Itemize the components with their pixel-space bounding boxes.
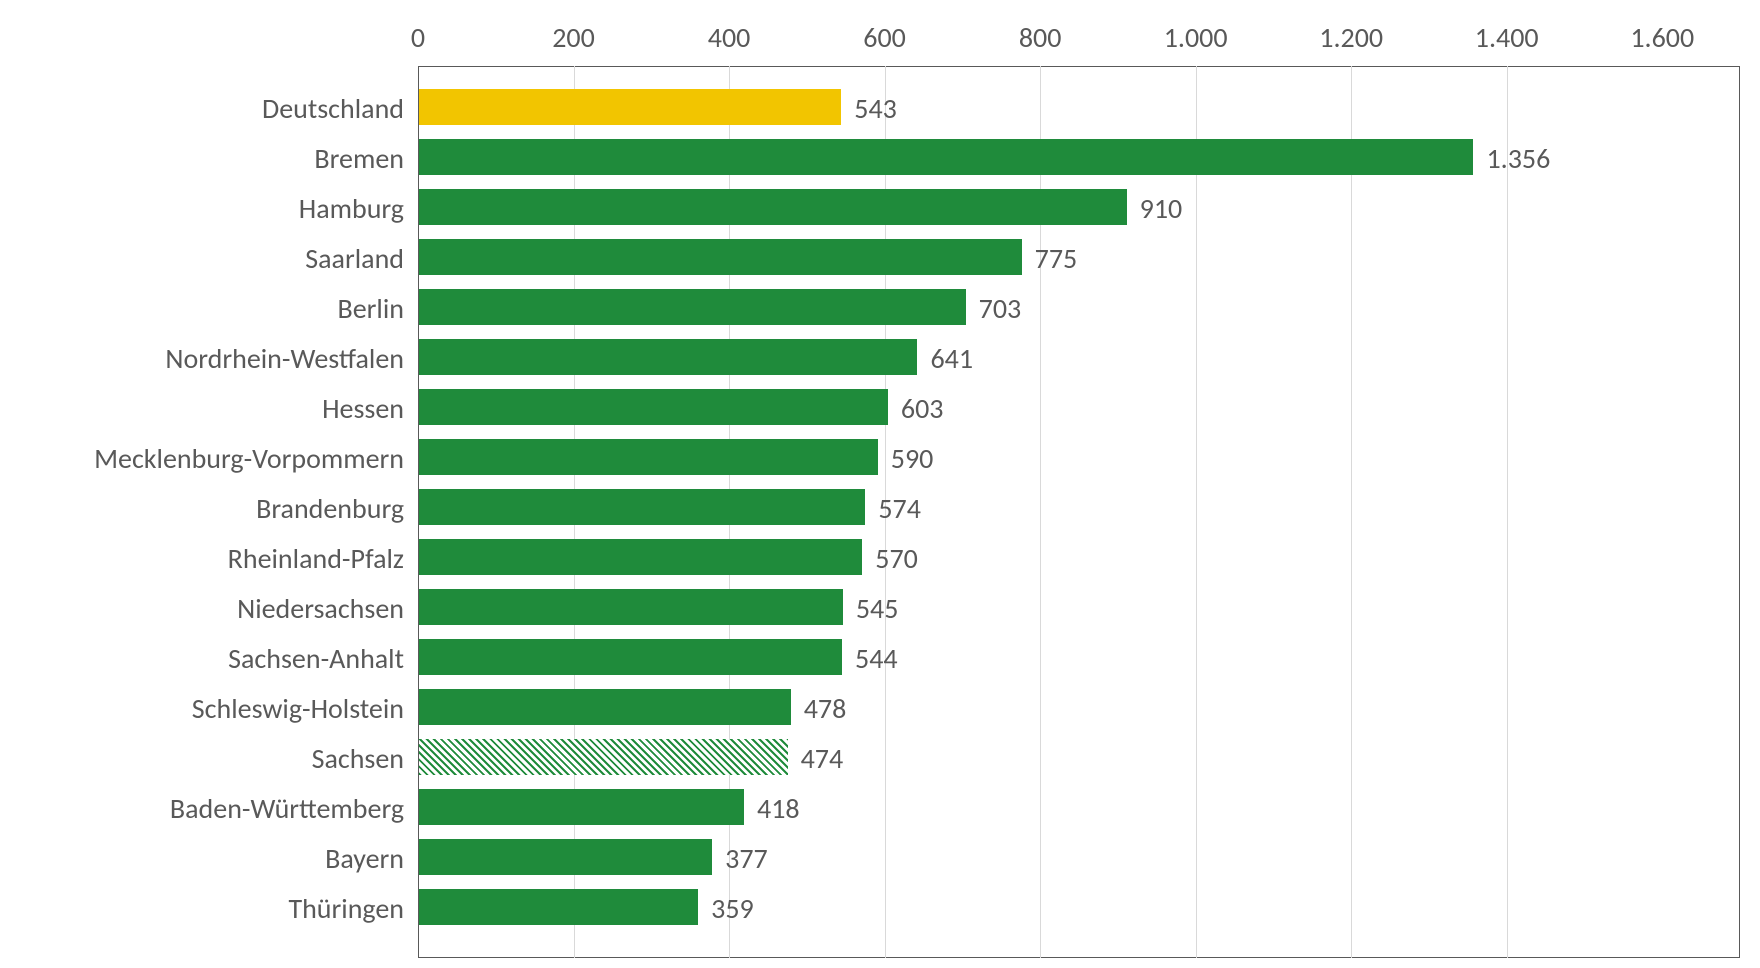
category-label: Nordrhein-Westfalen xyxy=(165,341,404,376)
x-tick-label: 1.200 xyxy=(1319,20,1383,55)
bar xyxy=(419,389,888,425)
category-label: Saarland xyxy=(305,241,404,276)
category-label: Bremen xyxy=(314,141,404,176)
bar xyxy=(419,139,1473,175)
x-tick-label: 800 xyxy=(1019,20,1062,55)
bar xyxy=(419,839,712,875)
category-label: Mecklenburg-Vorpommern xyxy=(94,441,404,476)
bar xyxy=(419,889,698,925)
x-tick-label: 1.600 xyxy=(1630,20,1694,55)
bar xyxy=(419,589,843,625)
value-label: 910 xyxy=(1140,191,1183,226)
horizontal-bar-chart: 0 200 400 600 800 1.000 1.200 1.400 1.600 Deutsch… xyxy=(0,0,1760,968)
x-tick-label: 1.000 xyxy=(1164,20,1228,55)
x-tick-label: 600 xyxy=(863,20,906,55)
value-label: 544 xyxy=(855,641,898,676)
category-label: Hessen xyxy=(322,391,404,426)
value-label: 474 xyxy=(801,741,844,776)
value-label: 545 xyxy=(856,591,899,626)
x-tick-label: 400 xyxy=(708,20,751,55)
value-label: 603 xyxy=(901,391,944,426)
value-label: 570 xyxy=(875,541,918,576)
x-tick-label: 200 xyxy=(552,20,595,55)
value-label: 1.356 xyxy=(1486,141,1550,176)
value-label: 590 xyxy=(891,441,934,476)
bar xyxy=(419,189,1127,225)
bar xyxy=(419,539,862,575)
category-label: Sachsen-Anhalt xyxy=(228,641,404,676)
category-label: Rheinland-Pfalz xyxy=(228,541,404,576)
value-label: 359 xyxy=(711,891,754,926)
gridline xyxy=(1351,66,1352,958)
bar xyxy=(419,289,966,325)
category-label: Niedersachsen xyxy=(237,591,404,626)
category-label: Deutschland xyxy=(262,91,404,126)
category-label: Schleswig-Holstein xyxy=(192,691,404,726)
value-label: 574 xyxy=(878,491,921,526)
category-label: Bayern xyxy=(325,841,404,876)
bar xyxy=(419,639,842,675)
gridline xyxy=(1507,66,1508,958)
bar xyxy=(419,439,878,475)
bar xyxy=(419,339,917,375)
x-tick-label: 0 xyxy=(411,20,425,55)
bar xyxy=(419,489,865,525)
gridline xyxy=(1196,66,1197,958)
category-label: Baden-Württemberg xyxy=(170,791,404,826)
bar xyxy=(419,689,791,725)
bar xyxy=(419,739,788,775)
value-label: 377 xyxy=(725,841,768,876)
category-label: Thüringen xyxy=(288,891,404,926)
value-label: 543 xyxy=(854,91,897,126)
category-label: Hamburg xyxy=(299,191,404,226)
category-label: Sachsen xyxy=(312,741,404,776)
value-label: 641 xyxy=(930,341,973,376)
value-label: 478 xyxy=(804,691,847,726)
value-label: 775 xyxy=(1035,241,1078,276)
category-label: Berlin xyxy=(338,291,405,326)
value-label: 703 xyxy=(979,291,1022,326)
bar xyxy=(419,239,1022,275)
category-label: Brandenburg xyxy=(256,491,404,526)
x-tick-label: 1.400 xyxy=(1475,20,1539,55)
value-label: 418 xyxy=(757,791,800,826)
bar xyxy=(419,89,841,125)
bar xyxy=(419,789,744,825)
